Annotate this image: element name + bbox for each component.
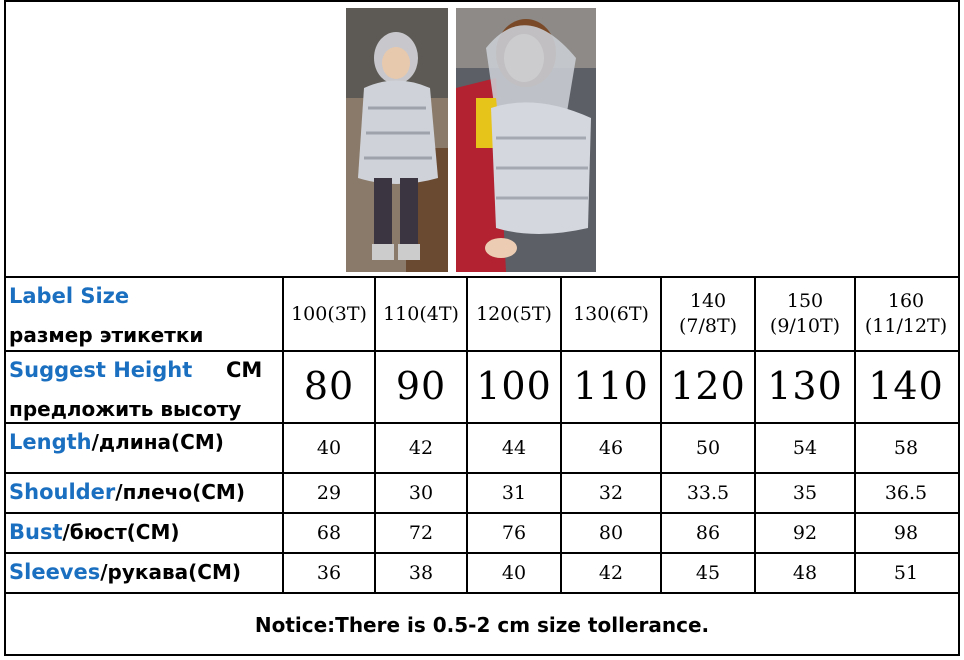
suggest-height-ru: предложить высоту — [9, 397, 242, 421]
length-label-ru: /длина(CM) — [91, 430, 224, 454]
grid-line — [854, 276, 856, 594]
bust-cell: 80 — [598, 521, 624, 544]
product-photo-girl — [456, 8, 596, 272]
height-cell: 80 — [303, 364, 355, 409]
sleeves-cell: 45 — [695, 561, 721, 584]
size-label-cell: 100(3T) — [291, 302, 367, 325]
shoulder-label: Shoulder/плечо(CM) — [9, 480, 245, 504]
sleeves-label-en: Sleeves — [9, 560, 101, 584]
shoulder-cell: 30 — [408, 481, 434, 504]
grid-line — [660, 276, 662, 594]
size-label-cell: 150 (9/10T) — [769, 290, 841, 337]
shoulder-cell: 35 — [792, 481, 818, 504]
length-label-en: Length — [9, 430, 92, 454]
suggest-height-en: Suggest Height — [9, 358, 193, 382]
shoulder-cell: 36.5 — [884, 481, 928, 504]
sleeves-cell: 51 — [893, 561, 919, 584]
grid-line — [4, 276, 960, 278]
grid-line — [4, 512, 960, 514]
length-cell: 54 — [792, 436, 818, 459]
length-cell: 40 — [316, 436, 342, 459]
sleeves-cell: 38 — [408, 561, 434, 584]
sleeves-label-ru: /рукава(CM) — [100, 560, 241, 584]
sleeves-label: Sleeves/рукава(CM) — [9, 560, 241, 584]
height-cell: 120 — [670, 364, 746, 409]
grid-line — [4, 350, 960, 352]
size-label-cell: 120(5T) — [476, 302, 552, 325]
height-cell: 110 — [573, 364, 649, 409]
bust-cell: 76 — [501, 521, 527, 544]
label-size-ru: размер этикетки — [9, 323, 204, 347]
bust-cell: 72 — [408, 521, 434, 544]
bust-cell: 98 — [893, 521, 919, 544]
length-label: Length/длина(CM) — [9, 430, 224, 454]
length-cell: 42 — [408, 436, 434, 459]
grid-line — [560, 276, 562, 594]
bust-label: Bust/бюст(CM) — [9, 520, 180, 544]
label-size-en: Label Size — [9, 284, 130, 308]
bust-cell: 86 — [695, 521, 721, 544]
suggest-height-unit: CM — [226, 358, 263, 382]
size-chart-frame — [4, 0, 960, 656]
size-label-cell: 160 (11/12T) — [864, 290, 948, 337]
length-cell: 58 — [893, 436, 919, 459]
grid-line — [466, 276, 468, 594]
shoulder-cell: 29 — [316, 481, 342, 504]
length-cell: 44 — [501, 436, 527, 459]
shoulder-cell: 33.5 — [686, 481, 730, 504]
height-cell: 100 — [476, 364, 552, 409]
sleeves-cell: 48 — [792, 561, 818, 584]
length-cell: 46 — [598, 436, 624, 459]
bust-cell: 92 — [792, 521, 818, 544]
grid-line — [4, 422, 960, 424]
shoulder-label-ru: /плечо(CM) — [115, 480, 245, 504]
grid-line — [4, 552, 960, 554]
length-cell: 50 — [695, 436, 721, 459]
grid-line — [4, 592, 960, 594]
grid-line — [282, 276, 284, 594]
height-cell: 130 — [767, 364, 843, 409]
bust-label-ru: /бюст(CM) — [62, 520, 180, 544]
grid-line — [754, 276, 756, 594]
size-label-cell: 110(4T) — [383, 302, 459, 325]
notice-text: Notice:There is 0.5-2 cm size tollerance… — [254, 613, 710, 637]
shoulder-cell: 32 — [598, 481, 624, 504]
grid-line — [374, 276, 376, 594]
bust-label-en: Bust — [9, 520, 63, 544]
shoulder-cell: 31 — [501, 481, 527, 504]
bust-cell: 68 — [316, 521, 342, 544]
sleeves-cell: 40 — [501, 561, 527, 584]
size-label-cell: 130(6T) — [573, 302, 649, 325]
grid-line — [4, 472, 960, 474]
height-cell: 140 — [868, 364, 944, 409]
height-cell: 90 — [395, 364, 447, 409]
product-photos — [6, 2, 958, 276]
sleeves-cell: 36 — [316, 561, 342, 584]
shoulder-label-en: Shoulder — [9, 480, 116, 504]
size-label-cell: 140 (7/8T) — [678, 290, 738, 337]
product-photo-boy — [346, 8, 448, 272]
sleeves-cell: 42 — [598, 561, 624, 584]
